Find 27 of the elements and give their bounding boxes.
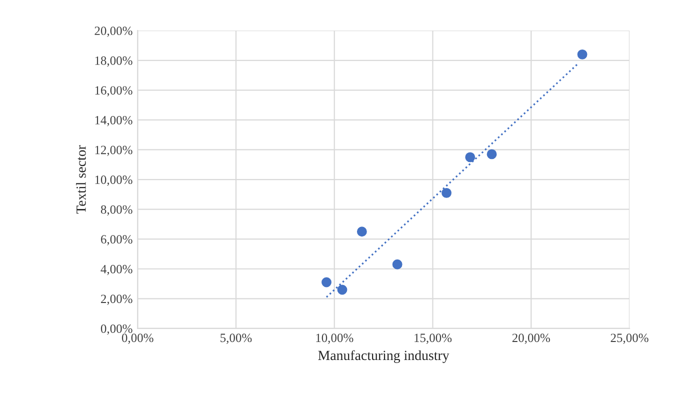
x-tick-label: 20,00% xyxy=(512,334,550,344)
x-tick-label: 25,00% xyxy=(610,334,648,344)
y-tick-label: 18,00% xyxy=(95,56,132,67)
y-tick-label: 6,00% xyxy=(100,235,132,246)
point xyxy=(442,188,452,198)
x-tick-label: 15,00% xyxy=(414,334,452,344)
y-tick-label: 4,00% xyxy=(100,264,132,276)
y-tick-label: 14,00% xyxy=(95,116,132,126)
point xyxy=(486,149,497,160)
point xyxy=(322,277,332,288)
y-tick-label: 0,00% xyxy=(100,324,132,335)
x-axis-title: Manufacturing industry xyxy=(318,350,450,363)
y-tick-label: 16,00% xyxy=(95,86,132,96)
y-tick-label: 12,00% xyxy=(95,146,132,156)
y-tick-label: 2,00% xyxy=(101,294,132,305)
y-tick-label: 10,00% xyxy=(95,176,132,186)
point xyxy=(577,49,588,60)
point xyxy=(356,226,367,237)
point xyxy=(392,259,402,270)
point xyxy=(337,284,348,295)
x-tick-label: 0,00% xyxy=(122,334,154,344)
y-tick-label: 20,00% xyxy=(94,26,132,37)
x-tick-label: 5,00% xyxy=(220,334,252,344)
y-axis-title: Textil sector xyxy=(76,145,86,214)
point xyxy=(465,152,476,162)
y-tick-label: 8,00% xyxy=(100,205,132,216)
x-tick-label: 10,00% xyxy=(316,334,354,344)
